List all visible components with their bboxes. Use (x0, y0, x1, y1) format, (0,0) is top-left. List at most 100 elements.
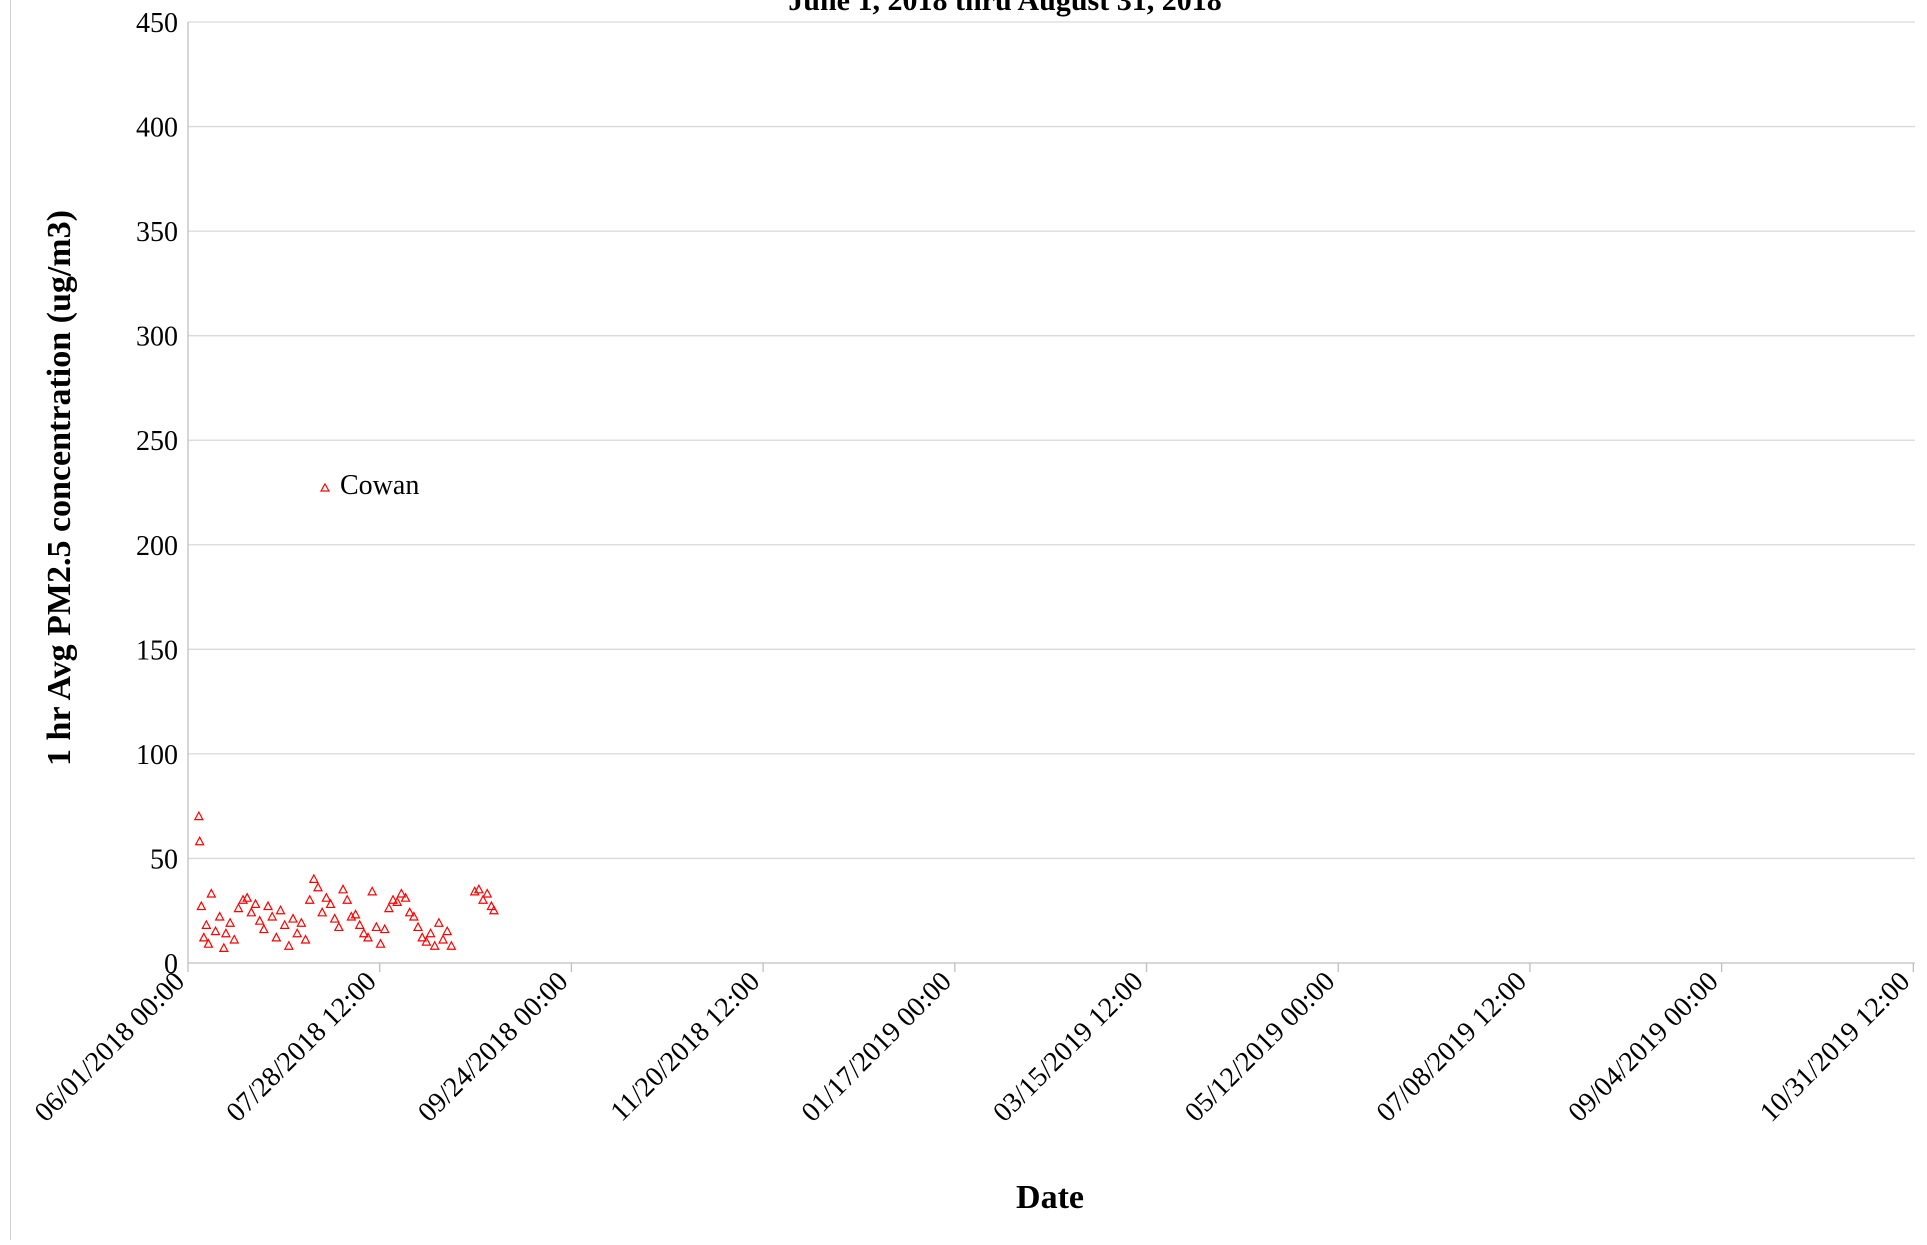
data-point (304, 894, 315, 904)
data-point (203, 938, 214, 948)
data-point (325, 898, 336, 909)
data-point (388, 894, 399, 904)
y-tick-label: 200 (136, 531, 178, 562)
chart-title: June 1, 2018 thru August 31, 2018 (788, 0, 1221, 17)
data-point (329, 913, 340, 923)
data-point (379, 923, 390, 934)
y-tick-label: 50 (150, 844, 178, 875)
data-point (220, 927, 231, 938)
data-point (383, 902, 394, 913)
y-tick-label: 300 (136, 322, 178, 353)
y-tick-label: 0 (164, 949, 178, 980)
y-tick-label: 250 (136, 426, 178, 457)
data-point (354, 919, 365, 929)
y-tick-label: 100 (136, 740, 178, 771)
frame-border (10, 0, 11, 1240)
data-points (193, 810, 499, 952)
x-tick-label: 11/20/2018 12:00 (605, 966, 766, 1127)
x-tick-label: 09/04/2019 00:00 (1562, 966, 1724, 1128)
x-tick-label: 10/31/2019 12:00 (1754, 966, 1916, 1128)
data-point (333, 921, 344, 932)
data-point (288, 913, 299, 923)
gridlines (188, 21, 1915, 860)
data-point (313, 881, 324, 892)
data-point (275, 904, 286, 915)
y-tick-label: 400 (136, 113, 178, 144)
data-point (446, 940, 457, 950)
x-tick-label: 07/08/2019 12:00 (1371, 966, 1533, 1128)
y-tick-label: 350 (136, 217, 178, 248)
data-point (375, 938, 386, 948)
data-point (201, 919, 212, 929)
data-point (308, 873, 319, 883)
data-point (442, 925, 453, 936)
data-point (338, 884, 349, 894)
data-point (473, 884, 484, 894)
data-point (404, 907, 415, 917)
data-point (292, 927, 303, 938)
data-point (433, 917, 444, 927)
data-point (321, 892, 332, 902)
data-point (267, 911, 278, 921)
data-point (408, 911, 419, 921)
data-point (218, 942, 229, 952)
data-point (194, 835, 205, 846)
x-tick-label: 05/12/2019 00:00 (1179, 966, 1341, 1128)
data-point (363, 932, 374, 942)
x-axis-title: Date (1016, 1179, 1084, 1216)
data-point (488, 904, 499, 915)
data-point (486, 900, 497, 911)
data-point (413, 921, 424, 932)
data-point (271, 932, 282, 942)
data-point (371, 921, 382, 932)
data-point (421, 936, 432, 946)
data-point (392, 896, 403, 906)
data-point (229, 934, 240, 944)
y-tick-label: 150 (136, 635, 178, 666)
data-point (214, 911, 225, 921)
x-tick-label: 07/28/2018 12:00 (220, 966, 382, 1128)
data-point (346, 911, 357, 921)
data-point (478, 894, 489, 904)
data-point (258, 923, 269, 934)
data-point (225, 917, 236, 927)
data-point (206, 888, 217, 898)
data-point (254, 915, 265, 925)
data-point (233, 902, 244, 913)
data-point (238, 894, 249, 904)
x-tick-label: 06/01/2018 00:00 (29, 966, 191, 1128)
data-point (350, 909, 361, 919)
data-point (246, 907, 257, 917)
x-tick-label: 03/15/2019 12:00 (987, 966, 1149, 1128)
data-point (425, 927, 436, 938)
data-point (342, 894, 353, 904)
legend: Cowan (319, 470, 419, 501)
data-point (263, 900, 274, 911)
data-point (283, 940, 294, 950)
data-point (367, 886, 378, 896)
data-point (196, 900, 207, 911)
data-point (210, 925, 221, 936)
data-point (198, 932, 209, 942)
data-point (400, 892, 411, 902)
data-point (242, 892, 253, 902)
data-point (429, 940, 440, 950)
legend-marker-cowan (319, 482, 331, 492)
data-point (358, 927, 369, 938)
data-point (300, 934, 311, 944)
data-point (317, 907, 328, 917)
y-tick-label: 450 (136, 8, 178, 39)
data-point (279, 919, 290, 929)
x-tick-label: 01/17/2019 00:00 (796, 966, 958, 1128)
data-point (193, 810, 204, 821)
data-point (469, 886, 480, 896)
data-point (417, 932, 428, 942)
y-axis-title: 1 hr Avg PM2.5 concentration (ug/m3) (41, 210, 78, 766)
data-point (438, 934, 449, 944)
data-point (296, 917, 307, 927)
legend-label-cowan: Cowan (340, 470, 419, 501)
data-point (396, 888, 407, 898)
axes: 0 50 100 150 200 250 300 350 400 450 06/01/2018 00… (29, 8, 1917, 1128)
